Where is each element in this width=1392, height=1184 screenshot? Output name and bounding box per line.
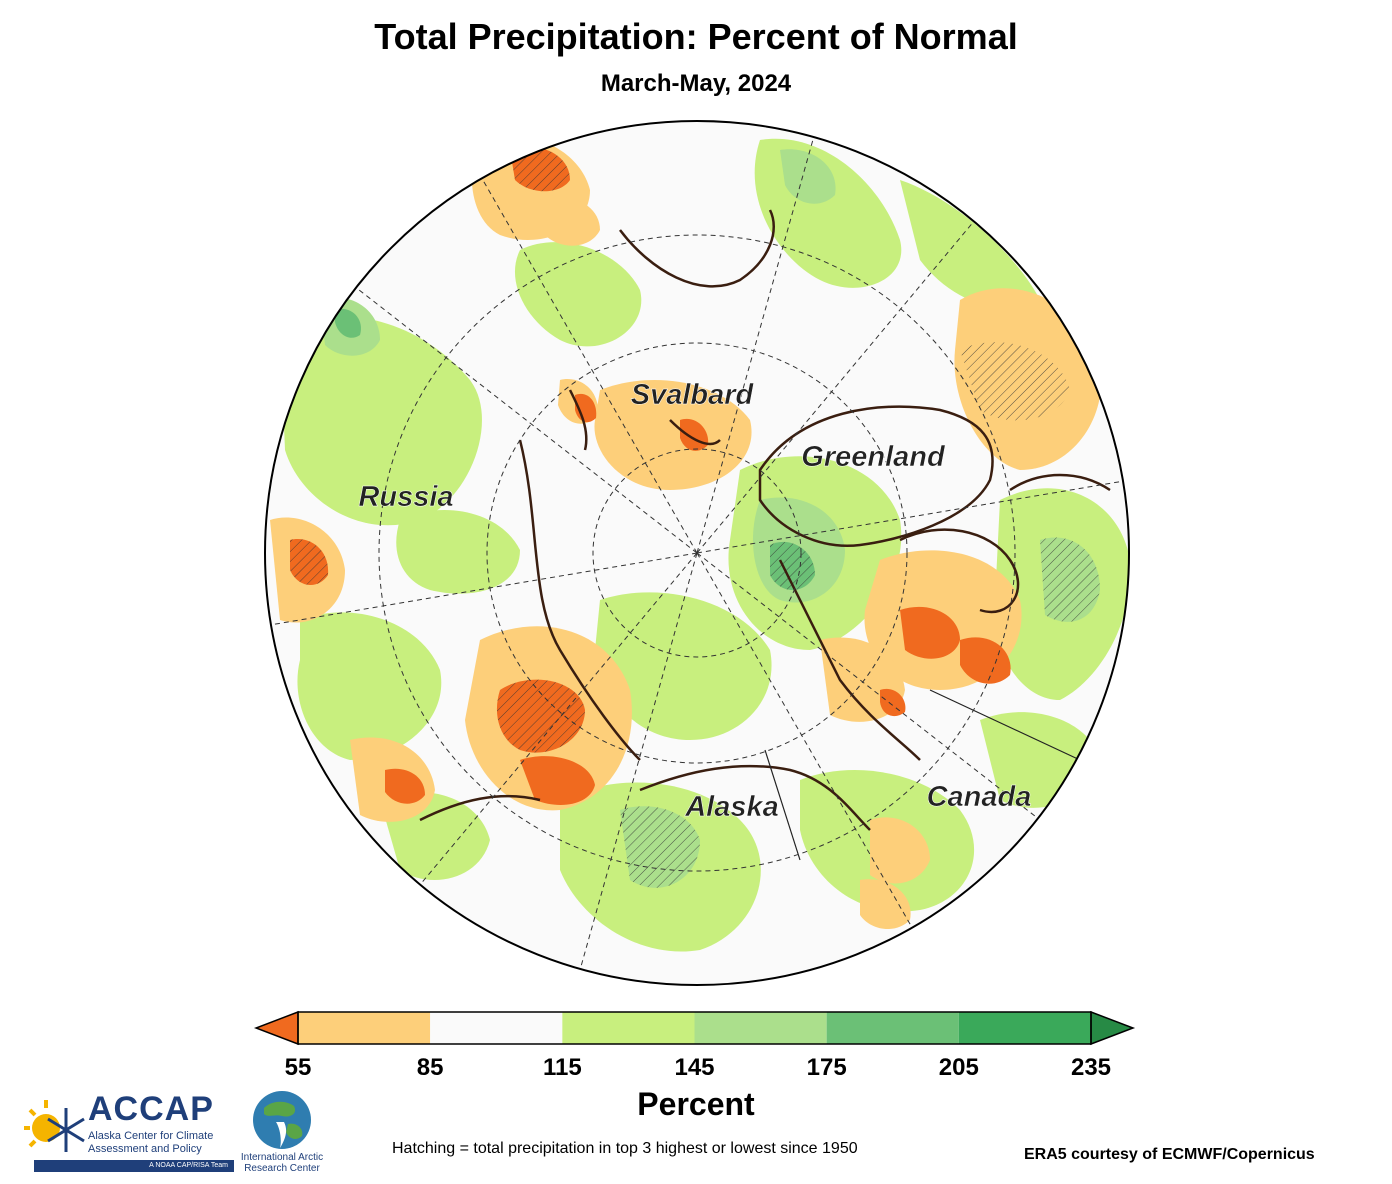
hatching-note: Hatching = total precipitation in top 3 … (392, 1140, 858, 1157)
colorbar-cell (562, 1012, 695, 1044)
accap-wordmark: ACCAP (88, 1090, 214, 1128)
sun-snowflake-icon (24, 1100, 85, 1152)
globe-icon (253, 1091, 311, 1149)
colorbar-tick-label: 205 (938, 1054, 979, 1081)
colorbar-tick-label: 115 (542, 1054, 582, 1081)
label-russia: Russia (358, 481, 453, 513)
colorbar-cell (958, 1012, 1091, 1044)
label-canada: Canada (927, 781, 1032, 813)
map-border (264, 120, 1130, 986)
label-greenland: Greenland (801, 441, 946, 473)
iarc-logo: International Arctic Research Center (232, 1088, 332, 1180)
colorbar (253, 1010, 1136, 1046)
iarc-name: International Arctic Research Center (240, 1152, 324, 1174)
colorbar-cell (430, 1012, 563, 1044)
accap-line-2: Assessment and Policy (88, 1143, 202, 1155)
precip-field (265, 121, 1129, 985)
data-credit: ERA5 courtesy of ECMWF/Copernicus (1024, 1146, 1315, 1163)
colorbar-over-arrow (1090, 1010, 1136, 1046)
colorbar-cell (298, 1012, 431, 1044)
colorbar-tick-label: 175 (806, 1054, 847, 1081)
accap-bar: A NOAA CAP/RISA Team (34, 1160, 234, 1172)
colorbar-tick-label: 235 (1070, 1054, 1112, 1081)
label-alaska: Alaska (684, 791, 779, 823)
map-title: Total Precipitation: Percent of Normal (374, 16, 1018, 57)
colorbar-units: Percent (637, 1086, 755, 1122)
colorbar-tick-label: 145 (674, 1054, 715, 1081)
colorbar-tick-label: 55 (284, 1054, 312, 1081)
colorbar-under-arrow (253, 1010, 299, 1046)
colorbar-tick-label: 85 (416, 1054, 444, 1081)
accap-line-1: Alaska Center for Climate (88, 1130, 214, 1142)
label-svalbard: Svalbard (631, 379, 755, 411)
colorbar-cell (694, 1012, 827, 1044)
map-subtitle: March-May, 2024 (600, 70, 792, 97)
accap-tagline: A NOAA CAP/RISA Team (149, 1162, 228, 1169)
colorbar-cell (826, 1012, 959, 1044)
accap-logo: ACCAP Alaska Center for Climate Assessme… (18, 1088, 238, 1174)
